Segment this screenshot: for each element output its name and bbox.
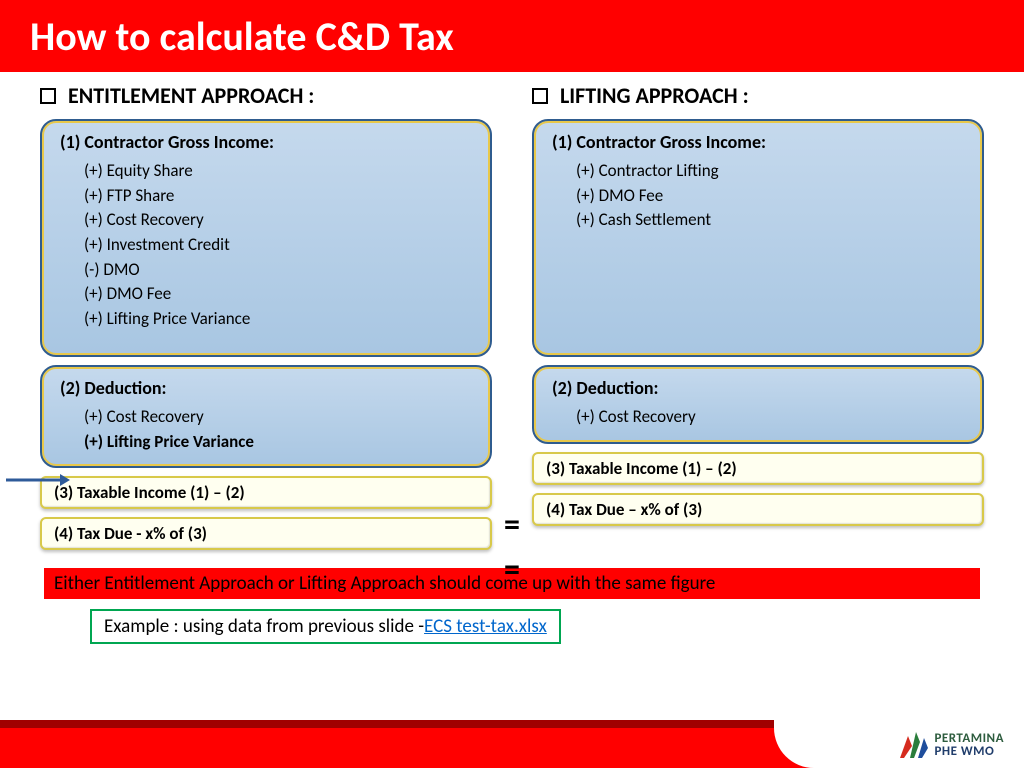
list-item: (+) Lifting Price Variance bbox=[84, 307, 472, 332]
list-item: (+) Cost Recovery bbox=[576, 405, 964, 430]
box-title: (1) Contractor Gross Income: bbox=[60, 131, 472, 153]
box-items: (+) Cost Recovery (+) Lifting Price Vari… bbox=[60, 405, 472, 454]
list-item: (-) DMO bbox=[84, 258, 472, 283]
lifting-tax-due-box: (4) Tax Due – x% of (3) bbox=[532, 493, 984, 526]
list-item: (+) Equity Share bbox=[84, 159, 472, 184]
equals-sign-1: = bbox=[492, 505, 532, 544]
lifting-gross-income-box: (1) Contractor Gross Income: (+) Contrac… bbox=[532, 119, 984, 357]
brand-logo: PERTAMINA PHE WMO bbox=[898, 728, 1004, 762]
equals-sign-2: = bbox=[492, 550, 532, 589]
entitlement-heading: ENTITLEMENT APPROACH : bbox=[40, 82, 492, 109]
box-items: (+) Contractor Lifting (+) DMO Fee (+) C… bbox=[552, 159, 964, 233]
list-item: (+) Contractor Lifting bbox=[576, 159, 964, 184]
list-item: (+) Lifting Price Variance bbox=[84, 430, 472, 455]
logo-icon bbox=[898, 728, 928, 762]
lifting-column: LIFTING APPROACH : (1) Contractor Gross … bbox=[532, 82, 984, 558]
title-bar: How to calculate C&D Tax bbox=[0, 0, 1024, 72]
footer: PERTAMINA PHE WMO bbox=[0, 706, 1024, 768]
box-items: (+) Cost Recovery bbox=[552, 405, 964, 430]
entitlement-gross-income-box: (1) Contractor Gross Income: (+) Equity … bbox=[40, 119, 492, 357]
box-title: (2) Deduction: bbox=[552, 377, 964, 399]
list-item: (+) DMO Fee bbox=[84, 282, 472, 307]
entitlement-taxable-income-box: (3) Taxable Income (1) – (2) bbox=[40, 476, 492, 509]
example-box: Example : using data from previous slide… bbox=[90, 609, 561, 644]
entitlement-deduction-box: (2) Deduction: (+) Cost Recovery (+) Lif… bbox=[40, 365, 492, 468]
entitlement-label: ENTITLEMENT APPROACH : bbox=[68, 82, 314, 109]
list-item: (+) Investment Credit bbox=[84, 233, 472, 258]
entitlement-column: ENTITLEMENT APPROACH : (1) Contractor Gr… bbox=[40, 82, 492, 558]
bullet-icon bbox=[40, 88, 56, 104]
bullet-icon bbox=[532, 88, 548, 104]
lifting-label: LIFTING APPROACH : bbox=[560, 82, 749, 109]
page-title: How to calculate C&D Tax bbox=[30, 12, 454, 61]
logo-line2: PHE WMO bbox=[934, 745, 1004, 758]
lifting-deduction-box: (2) Deduction: (+) Cost Recovery bbox=[532, 365, 984, 444]
example-text: Example : using data from previous slide… bbox=[104, 615, 424, 638]
list-item: (+) Cash Settlement bbox=[576, 208, 964, 233]
list-item: (+) DMO Fee bbox=[576, 184, 964, 209]
entitlement-tax-due-box: (4) Tax Due - x% of (3) bbox=[40, 517, 492, 550]
content-area: ENTITLEMENT APPROACH : (1) Contractor Gr… bbox=[0, 72, 1024, 644]
box-title: (1) Contractor Gross Income: bbox=[552, 131, 964, 153]
box-title: (2) Deduction: bbox=[60, 377, 472, 399]
lifting-heading: LIFTING APPROACH : bbox=[532, 82, 984, 109]
list-item: (+) FTP Share bbox=[84, 184, 472, 209]
box-items: (+) Equity Share (+) FTP Share (+) Cost … bbox=[60, 159, 472, 331]
list-item: (+) Cost Recovery bbox=[84, 208, 472, 233]
list-item: (+) Cost Recovery bbox=[84, 405, 472, 430]
example-link[interactable]: ECS test-tax.xlsx bbox=[424, 615, 547, 638]
pointer-arrow-icon bbox=[4, 470, 70, 490]
lifting-taxable-income-box: (3) Taxable Income (1) – (2) bbox=[532, 452, 984, 485]
